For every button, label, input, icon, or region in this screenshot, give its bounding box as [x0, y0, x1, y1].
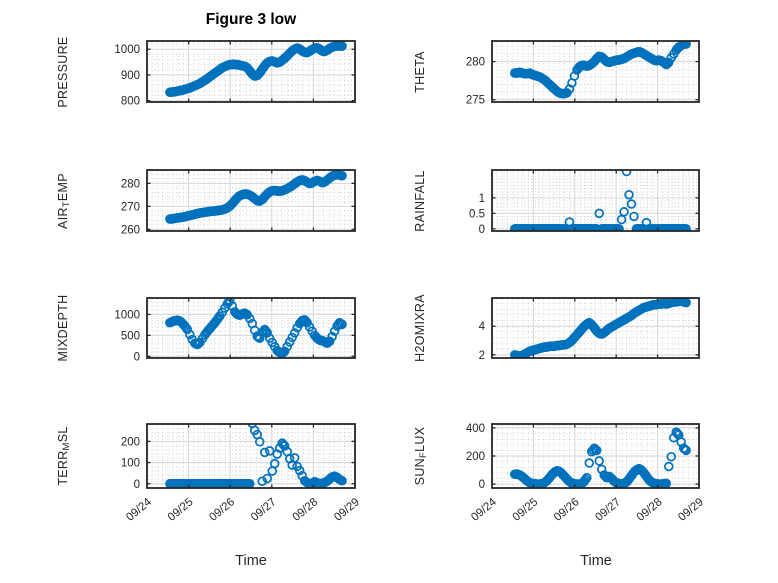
figure-title: Figure 3 low — [205, 11, 297, 28]
svg-text:275: 275 — [466, 95, 485, 107]
subplot-air-temp: 260 270 280 — [121, 169, 356, 236]
svg-text:280: 280 — [121, 178, 140, 190]
svg-text:800: 800 — [121, 96, 140, 108]
svg-text:200: 200 — [121, 436, 140, 448]
svg-text:09/26: 09/26 — [207, 496, 237, 524]
ylabel-text: LUX — [413, 426, 427, 452]
ylabel-text: THETA — [413, 50, 427, 93]
ylabel-text: EMP — [56, 172, 70, 201]
svg-text:09/26: 09/26 — [552, 496, 582, 524]
svg-text:0: 0 — [134, 479, 140, 491]
svg-text:400: 400 — [466, 423, 485, 435]
y-tick-labels: 0 100 200 — [121, 436, 140, 490]
markers — [165, 41, 347, 97]
y-tick-labels: 0 200 400 — [466, 423, 485, 491]
ylabel-subscript: F — [418, 451, 429, 459]
svg-text:0: 0 — [479, 224, 485, 236]
svg-text:280: 280 — [466, 57, 485, 69]
y-tick-labels: 0 500 1000 — [114, 309, 140, 363]
svg-text:09/27: 09/27 — [249, 496, 279, 524]
ylabel-text: SUN — [413, 458, 427, 486]
tick-marks — [147, 170, 355, 231]
ylabel-text: PRESSURE — [56, 35, 70, 108]
ylabel-text: MIXDEPTH — [56, 294, 70, 362]
tick-marks — [492, 298, 699, 358]
markers — [510, 298, 691, 358]
ylabel-text: AIR — [56, 206, 70, 229]
ylabel-text: TERR — [56, 450, 70, 486]
subplot-h2omixra: 24 — [479, 297, 700, 362]
svg-text:500: 500 — [121, 330, 140, 342]
tick-marks — [492, 424, 699, 488]
tick-marks — [147, 41, 355, 102]
subplot-pressure: 800 900 1000 — [114, 40, 356, 108]
grid — [147, 298, 355, 358]
svg-text:200: 200 — [466, 451, 485, 463]
subplot-mixdepth: 0 500 1000 — [114, 297, 356, 363]
svg-text:09/28: 09/28 — [291, 496, 321, 524]
markers — [165, 170, 347, 224]
svg-text:1000: 1000 — [114, 309, 140, 321]
subplot-theta: 275 280 — [466, 40, 700, 107]
grid — [147, 41, 355, 102]
tick-marks — [147, 298, 355, 358]
svg-text:100: 100 — [121, 458, 140, 470]
grid — [147, 170, 355, 231]
svg-text:09/29: 09/29 — [676, 496, 706, 524]
svg-text:4: 4 — [479, 321, 486, 333]
svg-text:0: 0 — [134, 351, 140, 363]
xlabel-right: Time — [580, 553, 612, 569]
svg-text:0.5: 0.5 — [469, 208, 485, 220]
svg-text:1000: 1000 — [114, 44, 140, 56]
svg-text:0: 0 — [479, 479, 485, 491]
markers — [165, 298, 347, 358]
markers — [510, 170, 691, 231]
ylabel-subscript: M — [61, 442, 72, 451]
svg-text:09/28: 09/28 — [635, 496, 665, 524]
tick-marks — [147, 424, 355, 488]
ylabel-sun-flux: SUN F LUX — [411, 356, 429, 556]
xlabel-left: Time — [235, 553, 267, 569]
tick-marks — [492, 170, 699, 231]
svg-text:2: 2 — [479, 350, 485, 362]
subplot-sun-flux: 0 200 400 09/24 09/25 09/26 09/27 09/28 09/29 — [466, 423, 706, 524]
svg-text:1: 1 — [479, 193, 485, 205]
ylabel-text: H2OMIXRA — [413, 294, 427, 362]
svg-text:09/24: 09/24 — [124, 496, 154, 524]
svg-text:900: 900 — [121, 70, 140, 82]
grid — [492, 170, 699, 231]
ylabel-text: SL — [56, 426, 70, 443]
svg-text:09/24: 09/24 — [469, 496, 499, 524]
y-tick-labels: 275 280 — [466, 57, 485, 107]
svg-text:09/27: 09/27 — [593, 496, 623, 524]
tick-marks — [492, 41, 699, 102]
y-tick-labels: 800 900 1000 — [114, 44, 140, 107]
svg-text:09/25: 09/25 — [166, 496, 196, 524]
svg-text:270: 270 — [121, 201, 140, 213]
markers — [510, 427, 691, 488]
ylabel-subscript: T — [61, 200, 72, 207]
svg-text:09/29: 09/29 — [332, 496, 362, 524]
y-tick-labels: 260 270 280 — [121, 178, 140, 236]
x-tick-labels: 09/24 09/25 09/26 09/27 09/28 09/29 — [469, 496, 706, 524]
ylabel-text: RAINFALL — [413, 169, 427, 232]
svg-text:260: 260 — [121, 224, 140, 236]
subplot-rainfall: 00.51 — [469, 169, 700, 236]
subplot-terr-msl: 0 100 200 09/24 09/25 09/26 09/27 09/28 09/29 — [121, 423, 362, 524]
svg-text:09/25: 09/25 — [511, 496, 541, 524]
markers — [510, 41, 691, 99]
ylabel-terr-msl: TERR M SL — [54, 356, 72, 556]
y-tick-labels: 00.51 — [469, 193, 485, 236]
y-tick-labels: 24 — [479, 321, 486, 362]
x-tick-labels: 09/24 09/25 09/26 09/27 09/28 09/29 — [124, 496, 362, 524]
